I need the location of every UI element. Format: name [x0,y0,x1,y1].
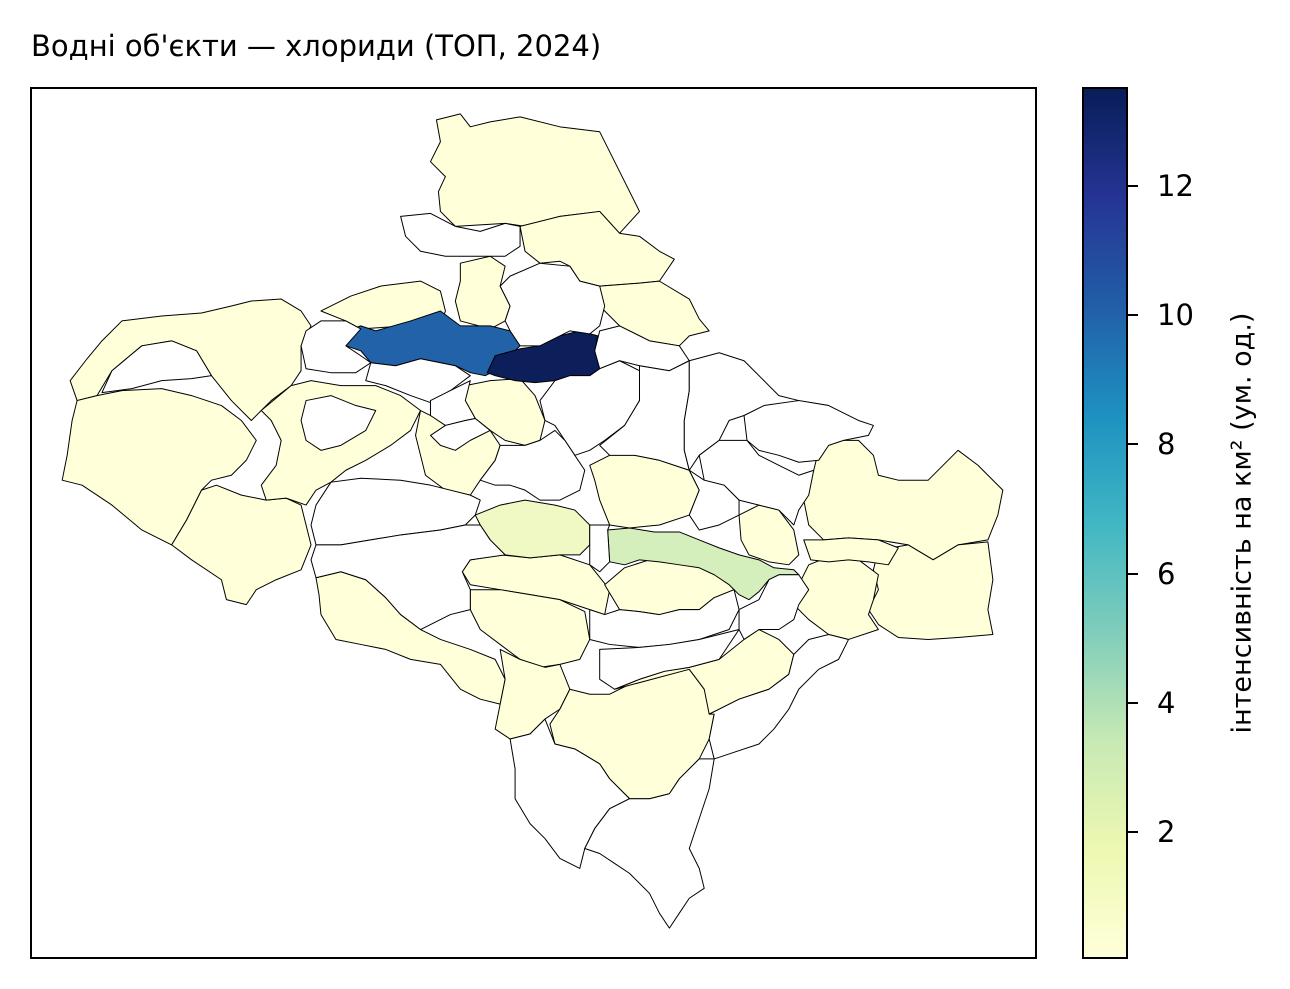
region [803,537,899,566]
colorbar-tick-label: 4 [1157,686,1176,720]
region [429,417,491,451]
region [589,524,611,573]
region [708,633,850,760]
region [738,574,810,640]
colorbar-tick-label: 12 [1157,169,1194,203]
map-title: Водні об'єкти — хлориди (ТОП, 2024) [31,29,602,63]
choropleth-map [61,113,1004,929]
colorbar-tick-label: 10 [1157,298,1194,332]
colorbar-tick-label: 8 [1157,427,1176,461]
colorbar-tick-label: 2 [1157,815,1176,849]
region [599,629,740,690]
colorbar-tick [1128,314,1138,316]
region [400,212,521,257]
region [300,320,372,374]
map-frame [30,87,1037,959]
region [793,554,879,640]
colorbar-tick [1128,185,1138,187]
region [688,469,740,531]
region [171,484,312,606]
colorbar-tick-label: 6 [1157,557,1176,591]
colorbar-tick [1128,573,1138,575]
region [469,589,591,668]
colorbar-tick [1128,702,1138,704]
region [584,758,715,929]
region [589,589,740,648]
colorbar-gradient [1082,87,1128,959]
region [101,340,212,394]
region [454,255,511,330]
region [803,439,1004,561]
region [743,400,874,463]
region [310,524,506,631]
colorbar-tick [1128,443,1138,445]
region [429,113,641,234]
region [499,262,606,347]
region [479,429,586,501]
colorbar [1082,87,1138,959]
colorbar-axis-label: інтенсивність на км² (ум. од.) [1226,312,1258,734]
region [300,395,377,451]
colorbar-tick [1128,831,1138,833]
region [61,388,257,546]
